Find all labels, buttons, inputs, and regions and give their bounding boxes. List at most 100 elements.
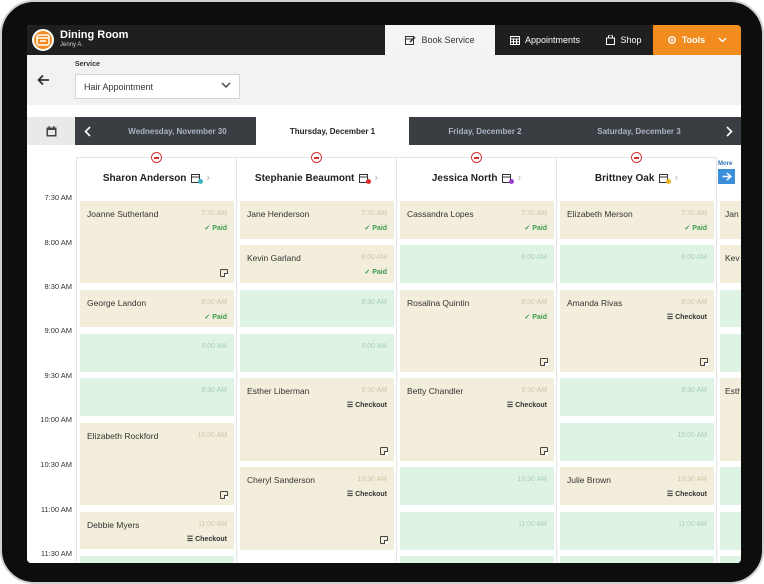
service-selected-value: Hair Appointment [84, 81, 154, 92]
open-slot[interactable]: 10:00 AM [560, 423, 714, 461]
appointment-slot[interactable]: Cassandra Lopes 7:30 AM ✓ Paid [400, 201, 554, 239]
remove-staff-icon[interactable] [311, 152, 322, 163]
tab-label: Appointments [524, 35, 581, 45]
next-date-button[interactable] [717, 117, 741, 145]
more-staff[interactable]: More [718, 161, 741, 184]
appointment-slot[interactable]: Jane Henderson 7:30 AM ✓ Paid [240, 201, 394, 239]
staff-header[interactable]: Brittney Oak › [556, 152, 717, 199]
appointment-slot[interactable]: Cheryl Sanderson 10:30 AM ☰ Checkout [240, 467, 394, 550]
slot-time: 11:00 AM [517, 521, 547, 528]
client-name: Joanne Sutherland [87, 209, 159, 219]
staff-calendar-icon [659, 173, 672, 184]
open-slot[interactable]: 9:00 AM [80, 334, 234, 372]
client-name: Amanda Rivas [567, 298, 623, 308]
tab-book-service[interactable]: Book Service [385, 25, 495, 55]
open-slot[interactable] [720, 556, 741, 563]
staff-header[interactable]: Stephanie Beaumont › [236, 152, 397, 199]
previous-date-button[interactable] [75, 117, 99, 145]
edit-calendar-icon [405, 36, 417, 45]
appointment-slot[interactable]: Elizabeth Merson 7:30 AM ✓ Paid [560, 201, 714, 239]
date-thursday-active[interactable]: Thursday, December 1 [256, 117, 409, 146]
client-name: Esther Liberman [247, 386, 310, 396]
open-slot[interactable]: 8:30 AM [240, 290, 394, 327]
open-slot[interactable]: 10:30 AM [400, 467, 554, 505]
date-bar: Wednesday, November 30 Thursday, Decembe… [27, 117, 741, 146]
tab-tools[interactable]: Tools [653, 25, 741, 55]
date-wednesday[interactable]: Wednesday, November 30 [128, 126, 227, 136]
current-user: Jenny A. [60, 42, 84, 48]
tab-shop[interactable]: Shop [595, 25, 653, 55]
time-label: 7:30 AM [44, 193, 72, 202]
top-nav-bar: Dining Room Jenny A. Book Service Appoin… [27, 25, 741, 55]
note-icon[interactable] [220, 269, 228, 277]
appointment-slot[interactable]: Rosalina Quintin 8:30 AM ✓ Paid [400, 290, 554, 372]
note-icon[interactable] [380, 447, 388, 455]
appointment-slot[interactable]: Betty Chandler 9:30 AM ☰ Checkout [400, 378, 554, 461]
open-slot[interactable] [720, 334, 741, 372]
open-slot[interactable]: 9:30 AM [80, 378, 234, 416]
appointment-slot[interactable]: Esth [720, 378, 741, 461]
date-saturday[interactable]: Saturday, December 3 [597, 126, 681, 136]
tab-appointments[interactable]: Appointments [495, 25, 595, 55]
note-icon[interactable] [700, 358, 708, 366]
staff-header[interactable]: Jessica North › [396, 152, 557, 199]
open-slot[interactable] [80, 556, 234, 563]
note-icon[interactable] [220, 491, 228, 499]
appointment-slot[interactable]: Debbie Myers 11:00 AM ☰ Checkout [80, 512, 234, 549]
open-slot[interactable] [720, 290, 741, 327]
chevron-right-icon[interactable]: › [674, 172, 679, 184]
check-circle-icon: ✓ [204, 314, 211, 321]
appointment-slot[interactable]: George Landon 8:30 AM ✓ Paid [80, 290, 234, 327]
status-badge: ☰ Checkout [506, 401, 547, 410]
client-name: Kevin Garland [247, 253, 301, 263]
open-slot[interactable]: 11:00 AM [400, 512, 554, 550]
check-circle-icon: ✓ [364, 269, 371, 276]
location-title[interactable]: Dining Room [60, 29, 129, 41]
chevron-right-icon[interactable]: › [206, 172, 211, 184]
shopping-bag-icon [606, 35, 616, 45]
appointment-slot[interactable]: Joanne Sutherland 7:30 AM ✓ Paid [80, 201, 234, 283]
date-friday[interactable]: Friday, December 2 [448, 126, 522, 136]
staff-header[interactable]: Sharon Anderson › [76, 152, 237, 199]
register-icon: ☰ [666, 314, 674, 321]
note-icon[interactable] [540, 447, 548, 455]
remove-staff-icon[interactable] [151, 152, 162, 163]
appointment-slot[interactable]: Julie Brown 10:30 AM ☰ Checkout [560, 467, 714, 505]
status-badge: ☰ Checkout [346, 401, 387, 410]
open-slot[interactable]: 11:00 AM [560, 512, 714, 550]
calendar-picker-button[interactable] [27, 117, 75, 145]
remove-staff-icon[interactable] [471, 152, 482, 163]
remove-staff-icon[interactable] [631, 152, 642, 163]
slot-time: 7:30 AM [521, 210, 547, 217]
note-icon[interactable] [380, 536, 388, 544]
check-circle-icon: ✓ [524, 225, 531, 232]
open-slot[interactable]: 8:00 AM [560, 245, 714, 283]
more-staff-button[interactable] [718, 169, 735, 184]
appointment-slot[interactable]: Kev [720, 245, 741, 283]
note-icon[interactable] [540, 358, 548, 366]
check-circle-icon: ✓ [684, 225, 691, 232]
open-slot[interactable] [400, 556, 554, 563]
appointment-slot[interactable]: Amanda Rivas 8:30 AM ☰ Checkout [560, 290, 714, 372]
open-slot[interactable] [560, 556, 714, 563]
appointment-slot[interactable]: Esther Liberman 9:30 AM ☰ Checkout [240, 378, 394, 461]
chevron-down-icon [718, 37, 727, 43]
open-slot[interactable] [720, 512, 741, 550]
open-slot[interactable]: 8:00 AM [400, 245, 554, 283]
status-badge: ✓ Paid [364, 268, 387, 277]
appointment-slot[interactable]: Jan [720, 201, 741, 239]
back-button[interactable] [27, 55, 59, 105]
slot-time: 11:00 AM [677, 521, 707, 528]
staff-name: Jessica North [431, 172, 498, 184]
tab-label: Shop [620, 35, 642, 45]
appointment-slot[interactable]: Elizabeth Rockford 10:00 AM [80, 423, 234, 505]
open-slot[interactable] [720, 467, 741, 505]
chevron-right-icon[interactable]: › [374, 172, 379, 184]
appointment-slot[interactable]: Kevin Garland 8:00 AM ✓ Paid [240, 245, 394, 283]
service-select[interactable]: Hair Appointment [75, 74, 240, 99]
open-slot[interactable]: 9:30 AM [560, 378, 714, 416]
chevron-right-icon[interactable]: › [517, 172, 522, 184]
open-slot[interactable]: 9:00 AM [240, 334, 394, 372]
calendar-grid-icon [509, 36, 520, 45]
